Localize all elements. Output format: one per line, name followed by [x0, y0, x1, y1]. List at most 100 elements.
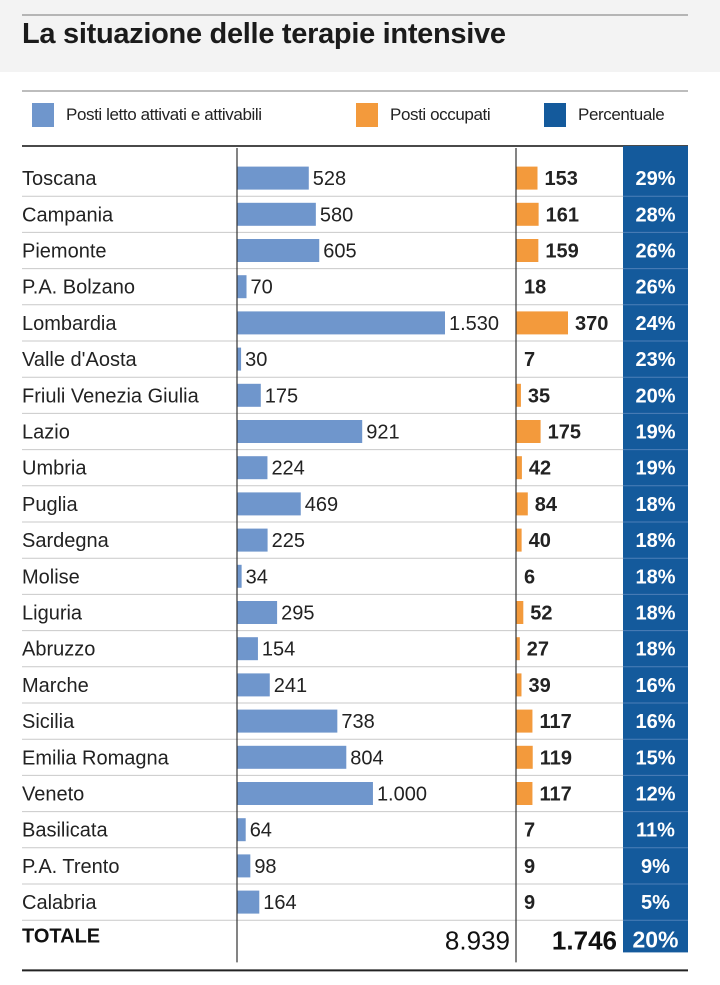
beds-value-label: 224 — [271, 458, 304, 480]
region-label: Valle d'Aosta — [22, 349, 138, 371]
occupied-value-label: 9 — [524, 856, 535, 878]
region-label: Lombardia — [22, 313, 117, 335]
occupied-bar — [516, 166, 538, 190]
percent-value-label: 28% — [635, 204, 675, 226]
beds-bar — [237, 601, 278, 624]
region-label: Lazio — [22, 422, 70, 444]
region-label: Toscana — [22, 168, 97, 190]
beds-bar — [237, 166, 309, 190]
beds-bar — [237, 311, 445, 335]
beds-bar — [237, 673, 270, 697]
region-label: Liguria — [22, 603, 83, 625]
region-label: Emilia Romagna — [22, 747, 170, 769]
percent-value-label: 19% — [635, 422, 675, 444]
occupied-value-label: 7 — [524, 349, 535, 371]
total-beds-value: 8.939 — [445, 925, 510, 955]
occupied-value-label: 370 — [575, 313, 608, 335]
total-occupied-value: 1.746 — [552, 925, 617, 955]
occupied-value-label: 39 — [528, 675, 550, 697]
region-label: P.A. Bolzano — [22, 277, 135, 299]
legend-item-occupied: Posti occupati — [356, 103, 491, 127]
beds-value-label: 164 — [263, 892, 296, 914]
region-label: Abruzzo — [22, 639, 95, 661]
beds-bar — [237, 202, 316, 226]
beds-value-label: 70 — [251, 277, 273, 299]
occupied-bar — [516, 239, 539, 262]
percent-value-label: 20% — [635, 385, 675, 407]
region-label: Campania — [22, 204, 114, 226]
occupied-value-label: 42 — [529, 458, 551, 480]
percent-value-label: 12% — [635, 784, 675, 806]
percent-value-label: 18% — [635, 603, 675, 625]
percent-value-label: 16% — [635, 711, 675, 733]
beds-bar — [237, 745, 347, 769]
beds-bar — [237, 637, 258, 661]
beds-value-label: 469 — [305, 494, 338, 516]
percent-value-label: 29% — [635, 168, 675, 190]
occupied-value-label: 84 — [535, 494, 558, 516]
occupied-value-label: 40 — [529, 530, 551, 552]
occupied-bar — [516, 782, 533, 805]
legend-label-percent: Percentuale — [578, 105, 665, 124]
beds-value-label: 605 — [323, 241, 356, 263]
occupied-value-label: 18 — [524, 277, 546, 299]
legend-item-percent: Percentuale — [544, 103, 665, 127]
beds-value-label: 804 — [350, 747, 383, 769]
percent-value-label: 26% — [635, 277, 675, 299]
region-label: Umbria — [22, 458, 87, 480]
occupied-bar — [516, 709, 533, 733]
legend-swatch-occupied — [356, 103, 378, 127]
title-band — [0, 0, 720, 72]
beds-bar — [237, 782, 373, 805]
percent-value-label: 11% — [636, 820, 675, 842]
legend-rule-bottom — [22, 145, 688, 147]
percent-value-label: 26% — [635, 241, 675, 263]
percent-value-label: 18% — [635, 530, 675, 552]
beds-value-label: 98 — [254, 856, 276, 878]
region-label: Veneto — [22, 784, 84, 806]
legend-swatch-percent — [544, 103, 566, 127]
legend-item-beds: Posti letto attivati e attivabili — [32, 103, 262, 127]
occupied-bar — [516, 745, 533, 769]
region-label: Marche — [22, 675, 89, 697]
occupied-bar — [516, 202, 539, 226]
beds-bar — [237, 528, 268, 552]
top-rule — [22, 14, 688, 16]
percent-value-label: 24% — [635, 313, 675, 335]
total-label: TOTALE — [22, 925, 100, 947]
occupied-bar — [516, 383, 521, 407]
beds-value-label: 295 — [281, 603, 314, 625]
occupied-value-label: 159 — [545, 241, 578, 263]
beds-value-label: 175 — [265, 385, 298, 407]
beds-bar — [237, 347, 242, 371]
beds-bar — [237, 564, 242, 588]
percent-value-label: 9% — [641, 856, 670, 878]
beds-bar — [237, 420, 363, 443]
beds-bar — [237, 239, 320, 262]
percent-column-bg — [623, 146, 688, 953]
occupied-value-label: 35 — [528, 385, 550, 407]
occupied-value-label: 52 — [530, 603, 552, 625]
occupied-bar — [516, 637, 520, 661]
beds-value-label: 30 — [245, 349, 267, 371]
occupied-bar — [516, 456, 522, 480]
percent-value-label: 19% — [635, 458, 675, 480]
beds-bar — [237, 275, 247, 299]
beds-bar — [237, 854, 251, 878]
total-percent-value: 20% — [632, 926, 678, 952]
beds-value-label: 34 — [246, 566, 268, 588]
beds-value-label: 64 — [250, 820, 272, 842]
percent-value-label: 18% — [635, 566, 675, 588]
percent-value-label: 23% — [635, 349, 675, 371]
region-label: Calabria — [22, 892, 97, 914]
beds-bar — [237, 818, 246, 842]
beds-value-label: 225 — [272, 530, 305, 552]
beds-value-label: 154 — [262, 639, 295, 661]
beds-value-label: 580 — [320, 204, 353, 226]
beds-value-label: 921 — [366, 422, 399, 444]
beds-bar — [237, 456, 268, 480]
beds-bar — [237, 383, 261, 407]
occupied-value-label: 117 — [539, 784, 571, 806]
